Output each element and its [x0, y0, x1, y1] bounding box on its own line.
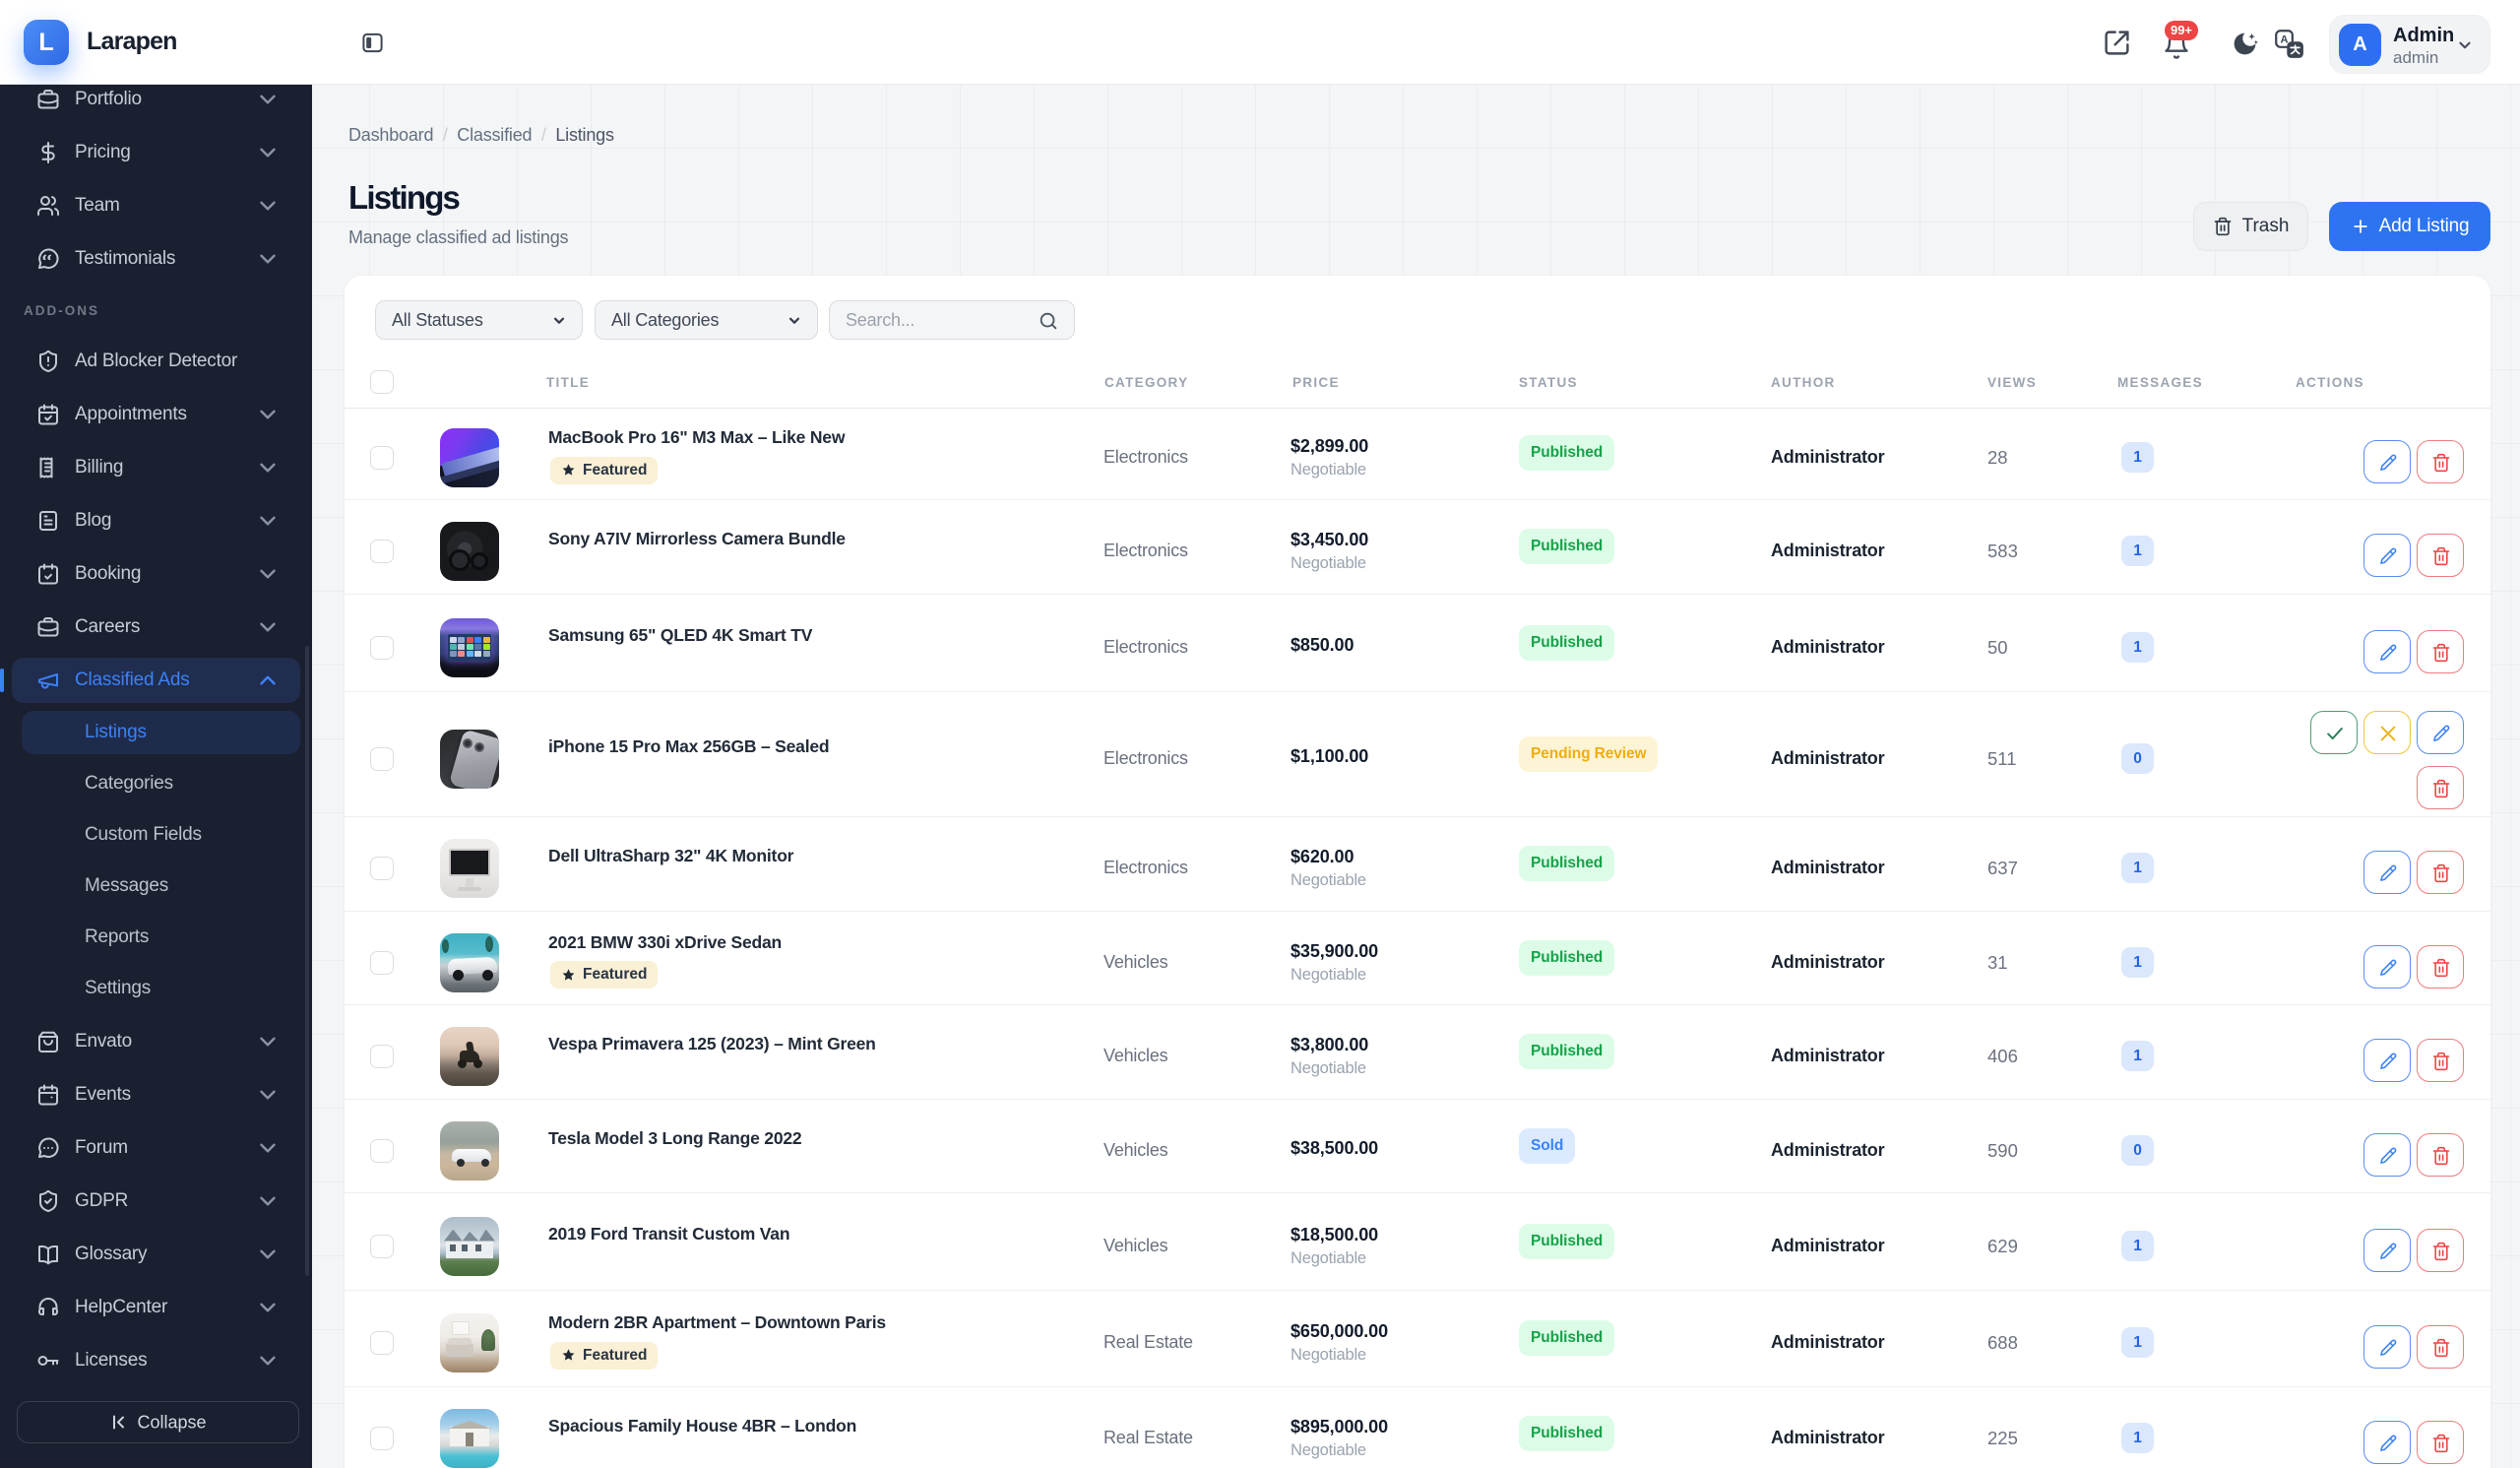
svg-text:A: A — [2281, 33, 2289, 45]
